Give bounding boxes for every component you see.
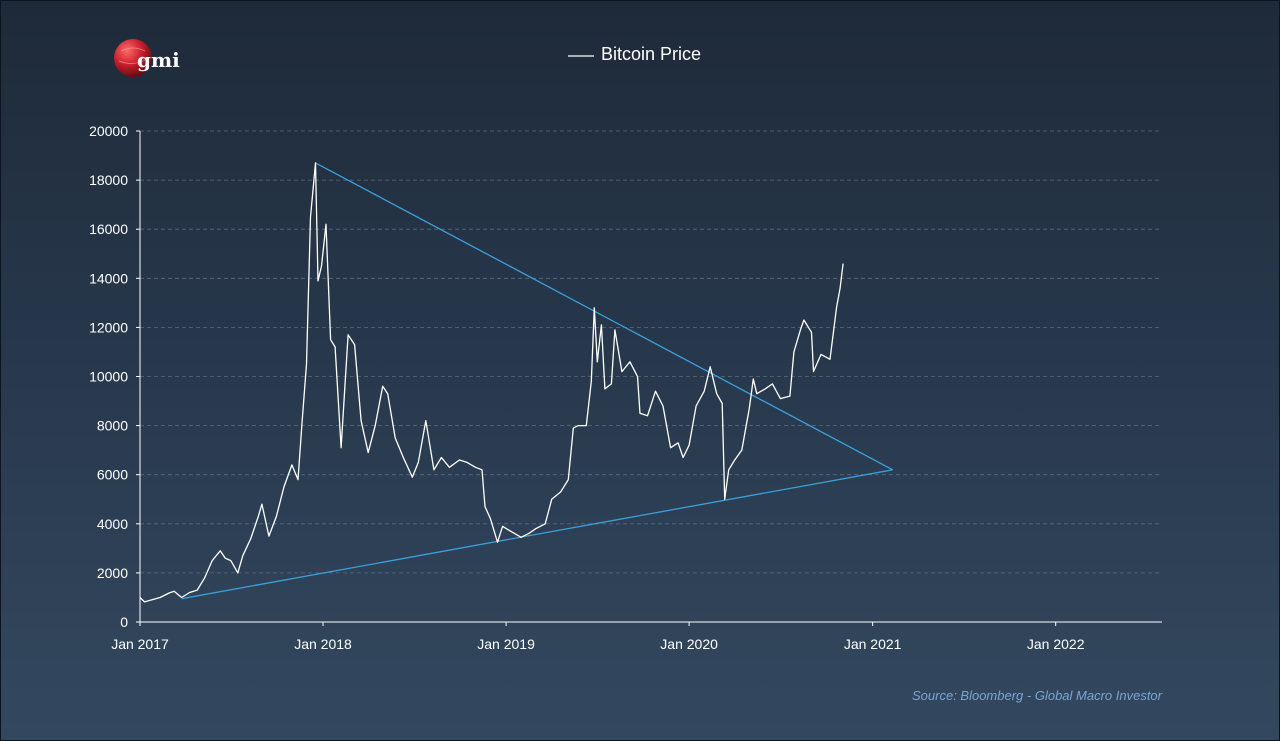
series-layer [139,162,844,603]
x-tick-label: Jan 2022 [1027,636,1085,652]
series-line-bitcoin-price [139,162,844,603]
y-tick-label: 16000 [89,221,128,237]
x-tick-label: Jan 2018 [294,636,352,652]
y-tick-label: 10000 [89,369,128,385]
y-tick-label: 2000 [97,565,128,581]
trendlines [181,162,894,600]
logo-globe-icon [114,39,152,77]
x-tick-label: Jan 2017 [111,636,169,652]
x-tick-label: Jan 2019 [477,636,535,652]
y-tick-label: 8000 [97,418,128,434]
logo-text: gmi [137,48,180,72]
y-tick-label: 14000 [89,270,128,286]
y-tick-label: 0 [120,614,128,630]
gmi-logo: gmi [114,39,180,77]
y-tick-label: 12000 [89,319,128,335]
gridlines [140,130,1162,574]
legend: Bitcoin Price [568,44,701,64]
y-tick-labels: 0 2000 4000 6000 8000 10000 12000 14000 16000 180… [89,123,140,630]
legend-label-bitcoin-price: Bitcoin Price [601,44,701,64]
source-note: Source: Bloomberg - Global Macro Investo… [912,688,1163,703]
trendline-descending-resistance [315,162,894,471]
x-tick-labels: Jan 2017 Jan 2018 Jan 2019 Jan 2020 Jan 2021… [111,622,1085,652]
y-tick-label: 20000 [89,123,128,139]
y-tick-label: 4000 [97,516,128,532]
x-tick-label: Jan 2020 [660,636,718,652]
x-tick-label: Jan 2021 [844,636,902,652]
trendline-ascending-support [181,469,893,600]
y-tick-label: 18000 [89,172,128,188]
y-tick-label: 6000 [97,467,128,483]
